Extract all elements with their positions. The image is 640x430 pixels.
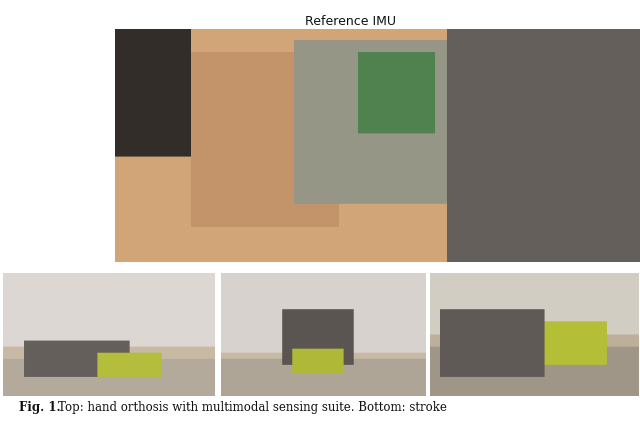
Text: Motor position
encoder: Motor position encoder: [170, 116, 259, 145]
Text: EMG
armband: EMG armband: [68, 163, 124, 192]
Text: Top: hand orthosis with multimodal sensing suite. Bottom: stroke: Top: hand orthosis with multimodal sensi…: [58, 400, 447, 413]
Text: Pressure sensor: Pressure sensor: [477, 221, 575, 234]
Text: IMU sensor: IMU sensor: [526, 206, 595, 219]
Text: Reference IMU: Reference IMU: [305, 15, 396, 28]
Text: Fig. 1.: Fig. 1.: [19, 400, 61, 413]
